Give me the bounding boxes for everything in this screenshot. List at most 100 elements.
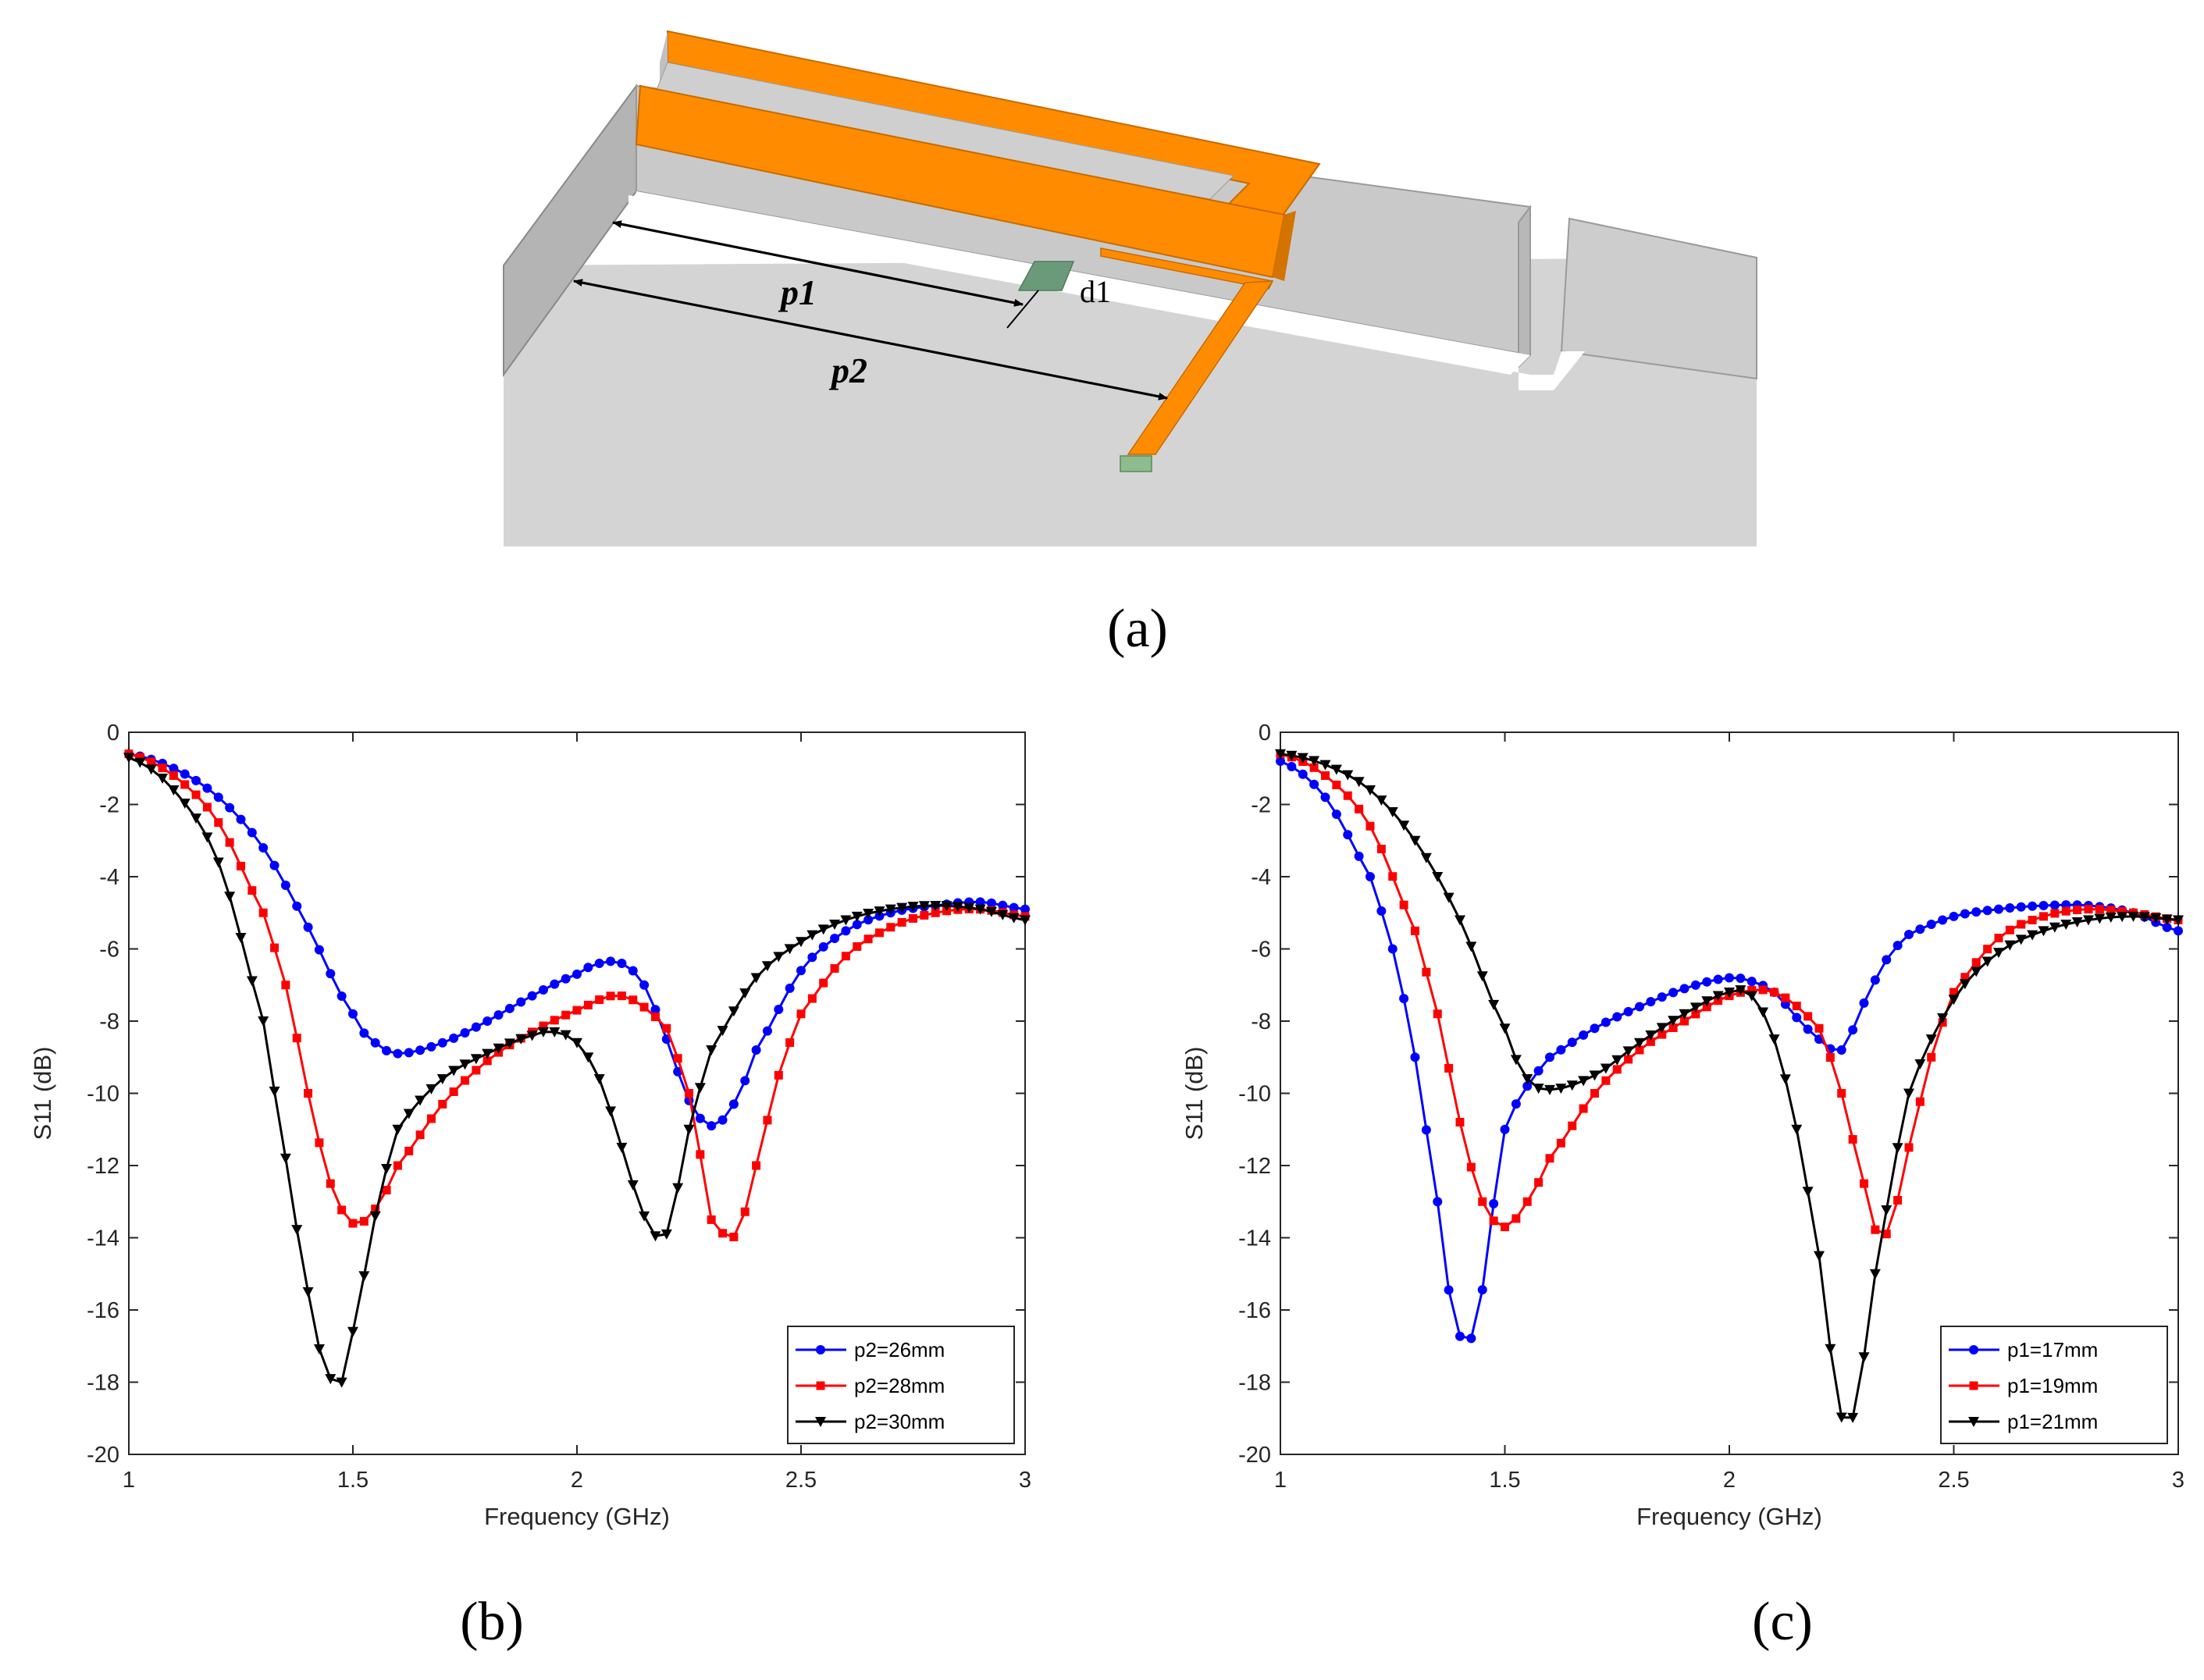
series-p2=30mm — [123, 753, 1031, 1388]
data-point — [2173, 915, 2184, 926]
data-point — [930, 901, 942, 911]
data-point — [212, 857, 224, 868]
data-point — [1689, 1002, 1701, 1013]
antenna-diagram: p1 p2 d1 — [503, 30, 1757, 546]
data-point — [145, 764, 157, 775]
data-point — [1567, 1038, 1577, 1048]
data-point — [986, 898, 996, 908]
data-point — [1971, 907, 1981, 917]
data-point — [2017, 920, 2026, 929]
data-point — [1679, 984, 1689, 994]
legend-marker — [1969, 1381, 1978, 1390]
data-point — [2106, 906, 2116, 915]
data-point — [1859, 998, 1869, 1008]
legend-label: p1=19mm — [2007, 1374, 2098, 1397]
data-point — [270, 943, 280, 952]
data-point — [1510, 1055, 1522, 1066]
data-point — [1331, 810, 1341, 820]
data-point — [2138, 912, 2150, 923]
data-point — [1489, 1216, 1498, 1226]
data-point — [1399, 900, 1408, 909]
data-point — [1635, 1002, 1644, 1012]
data-point — [763, 1116, 772, 1125]
data-point — [696, 1150, 705, 1159]
y-tick-label: -6 — [1251, 938, 1271, 963]
data-point — [773, 952, 785, 963]
data-point — [1432, 872, 1444, 882]
data-point — [1892, 941, 1903, 951]
data-point — [594, 959, 604, 968]
data-point — [1927, 1052, 1936, 1062]
data-point — [1578, 1076, 1590, 1087]
data-point — [1476, 971, 1488, 982]
data-point — [2094, 913, 2106, 924]
data-point — [1768, 1034, 1780, 1045]
data-point — [369, 1211, 381, 1222]
data-point — [1545, 1154, 1554, 1163]
data-point — [1893, 1195, 1903, 1205]
data-point — [358, 1271, 370, 1282]
data-point — [2117, 912, 2128, 923]
data-point — [449, 1087, 458, 1096]
data-point — [728, 1099, 739, 1109]
data-point — [1860, 1179, 1868, 1188]
data-point — [650, 1231, 661, 1242]
data-point — [1020, 915, 1031, 926]
y-tick-label: -20 — [1238, 1443, 1271, 1468]
slot-edge — [628, 195, 1522, 375]
data-point — [885, 904, 896, 915]
data-point — [472, 1066, 481, 1075]
data-point — [1276, 756, 1285, 766]
data-point — [2060, 919, 2072, 930]
data-point — [628, 966, 638, 976]
data-point — [1725, 973, 1734, 983]
data-point — [1399, 994, 1409, 1004]
data-point — [2084, 905, 2093, 914]
data-point — [941, 901, 952, 912]
data-point — [180, 780, 190, 789]
data-point — [292, 1034, 301, 1043]
y-tick-label: -18 — [87, 1371, 119, 1396]
data-point — [269, 1086, 280, 1097]
data-point — [370, 1038, 380, 1048]
data-point — [605, 1106, 617, 1117]
feed-strip-top — [1100, 247, 1274, 290]
data-point — [1443, 892, 1454, 903]
y-tick-label: -18 — [1238, 1371, 1271, 1396]
y-tick-label: -14 — [1238, 1226, 1271, 1251]
data-point — [1387, 944, 1398, 954]
data-point — [952, 902, 963, 913]
data-point — [1668, 988, 1679, 998]
data-point — [1792, 1002, 1801, 1011]
data-point — [291, 1225, 303, 1236]
data-point — [326, 1179, 335, 1188]
data-point — [1903, 1088, 1914, 1099]
data-point — [1702, 1002, 1711, 1012]
data-point — [134, 757, 146, 768]
data-point — [437, 1038, 447, 1048]
data-point — [785, 1038, 795, 1047]
data-point — [829, 920, 841, 931]
data-point — [617, 959, 627, 968]
substrate-side — [1518, 205, 1531, 369]
data-point — [526, 1030, 538, 1041]
data-point — [1814, 1251, 1825, 1262]
data-point — [1298, 769, 1308, 779]
data-point — [1365, 872, 1375, 881]
x-tick-label: 3 — [2172, 1468, 2184, 1493]
data-point — [1534, 1178, 1544, 1187]
data-point — [2049, 900, 2060, 910]
feed-port — [1120, 455, 1152, 472]
data-point — [258, 1016, 269, 1027]
data-point — [1938, 915, 1948, 925]
data-point — [1511, 1099, 1521, 1109]
data-point — [1421, 1125, 1431, 1135]
data-point — [616, 1142, 628, 1153]
data-point — [2083, 915, 2094, 926]
data-point — [863, 934, 873, 944]
data-point — [425, 1084, 437, 1094]
data-point — [426, 1041, 436, 1052]
data-point — [774, 1004, 784, 1014]
data-point — [572, 969, 582, 979]
data-point — [202, 803, 212, 812]
